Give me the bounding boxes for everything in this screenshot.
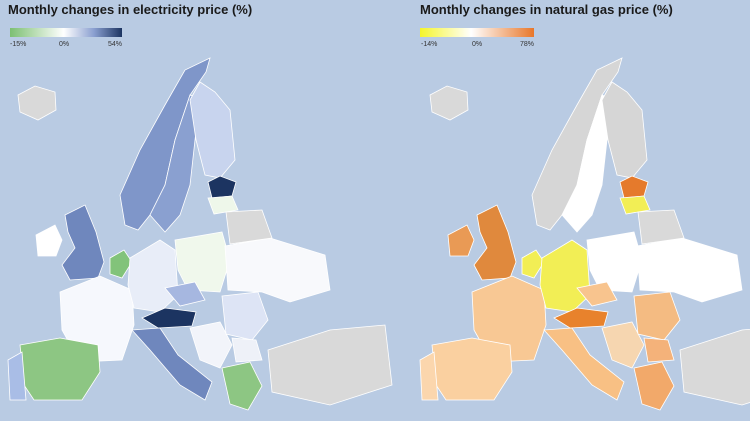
electricity-map bbox=[7, 57, 393, 411]
legend-label: 54% bbox=[108, 41, 122, 48]
country-shape bbox=[164, 281, 206, 307]
country-shape bbox=[553, 307, 609, 329]
country-shape bbox=[17, 85, 57, 121]
country-shape bbox=[109, 249, 133, 279]
country-shape bbox=[225, 209, 273, 245]
country-shape bbox=[473, 204, 517, 281]
legend-bar bbox=[420, 28, 534, 37]
country-shape bbox=[637, 209, 685, 245]
country-shape bbox=[207, 175, 237, 199]
country-shape bbox=[224, 237, 331, 303]
country-shape bbox=[35, 224, 63, 257]
country-shape bbox=[267, 324, 393, 406]
country-shape bbox=[431, 337, 513, 401]
map-title: Monthly changes in electricity price (%) bbox=[8, 2, 252, 17]
country-shape bbox=[619, 175, 649, 199]
country-shape bbox=[141, 307, 197, 329]
country-shape bbox=[633, 361, 675, 411]
country-shape bbox=[174, 231, 231, 293]
country-shape bbox=[576, 281, 618, 307]
country-shape bbox=[447, 224, 475, 257]
country-shape bbox=[189, 321, 233, 369]
map-title: Monthly changes in natural gas price (%) bbox=[420, 2, 673, 17]
country-shape bbox=[601, 81, 648, 179]
country-shape bbox=[679, 328, 750, 406]
country-shape bbox=[586, 231, 643, 293]
gas-map bbox=[419, 57, 750, 411]
country-shape bbox=[61, 204, 105, 281]
country-shape bbox=[429, 85, 469, 121]
country-shape bbox=[633, 291, 681, 341]
legend-label: 0% bbox=[472, 41, 482, 48]
country-shape bbox=[189, 81, 236, 179]
legend-label: -15% bbox=[10, 41, 26, 48]
country-shape bbox=[231, 337, 263, 363]
country-shape bbox=[636, 237, 743, 303]
legend-label: 0% bbox=[59, 41, 69, 48]
country-shape bbox=[131, 327, 213, 401]
country-shape bbox=[643, 337, 675, 363]
country-shape bbox=[207, 195, 239, 215]
country-shape bbox=[539, 239, 591, 313]
country-shape bbox=[521, 249, 545, 279]
country-shape bbox=[59, 275, 135, 363]
legend-bar bbox=[10, 28, 122, 37]
country-shape bbox=[543, 327, 625, 401]
country-shape bbox=[419, 351, 439, 401]
country-shape bbox=[471, 275, 547, 363]
country-shape bbox=[19, 337, 101, 401]
country-shape bbox=[7, 351, 27, 401]
country-shape bbox=[127, 239, 179, 313]
country-shape bbox=[619, 195, 651, 215]
country-shape bbox=[221, 291, 269, 341]
country-shape bbox=[601, 321, 645, 369]
country-shape bbox=[221, 361, 263, 411]
legend-label: -14% bbox=[421, 41, 437, 48]
legend-label: 78% bbox=[520, 41, 534, 48]
